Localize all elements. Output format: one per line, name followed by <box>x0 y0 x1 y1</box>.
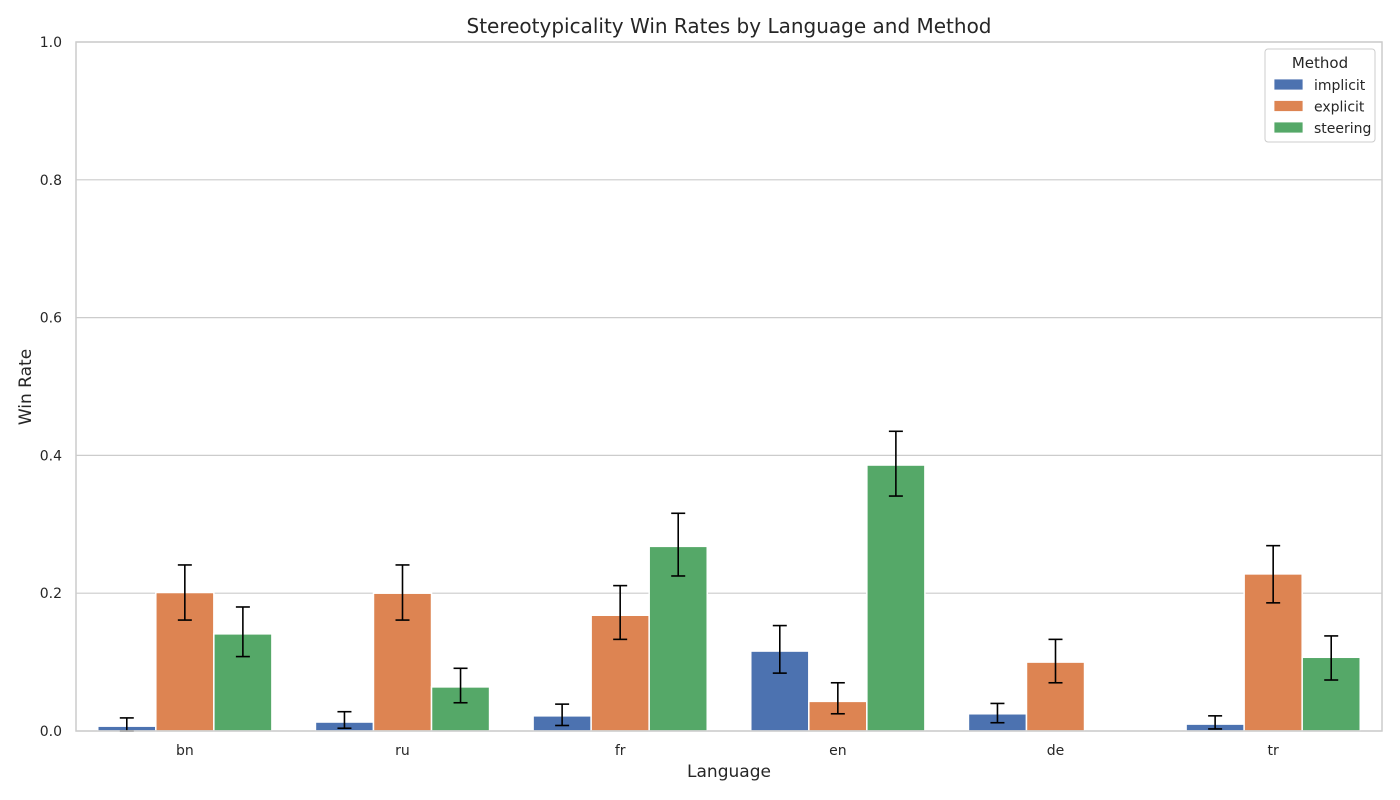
y-tick-label: 0.8 <box>40 173 62 189</box>
y-tick-label: 0.6 <box>40 311 62 327</box>
bar-steering-en <box>866 464 926 732</box>
y-tick-label: 1.0 <box>40 35 62 51</box>
y-axis-label: Win Rate <box>16 349 36 425</box>
legend-label-steering: steering <box>1314 121 1371 137</box>
y-tick-label: 0.4 <box>40 448 62 464</box>
x-tick-label: tr <box>1268 743 1279 759</box>
x-tick-label: de <box>1047 743 1065 759</box>
grid <box>76 41 1382 732</box>
error-bars <box>119 430 1339 732</box>
x-tick-label: en <box>829 743 847 759</box>
y-tick-label: 0.2 <box>40 586 62 602</box>
x-axis-label: Language <box>687 762 771 782</box>
y-ticks: 0.0 0.2 0.4 0.6 0.8 1.0 <box>40 35 62 740</box>
legend: Method implicit explicit steering <box>1264 48 1376 143</box>
legend-title: Method <box>1292 54 1348 72</box>
legend-box <box>1264 48 1376 143</box>
plot-frame <box>75 41 1383 732</box>
y-tick-label: 0.0 <box>40 724 62 740</box>
legend-swatch-steering <box>1273 121 1304 134</box>
legend-swatch-implicit <box>1273 78 1304 91</box>
x-tick-label: bn <box>176 743 194 759</box>
x-ticks: bn ru fr en de tr <box>176 743 1279 759</box>
legend-swatch-explicit <box>1273 100 1304 112</box>
bars <box>97 464 1361 732</box>
chart-title: Stereotypicality Win Rates by Language a… <box>467 14 992 38</box>
legend-label-explicit: explicit <box>1314 100 1365 116</box>
x-tick-label: ru <box>395 743 410 759</box>
legend-label-implicit: implicit <box>1314 78 1366 94</box>
x-tick-label: fr <box>615 743 626 759</box>
